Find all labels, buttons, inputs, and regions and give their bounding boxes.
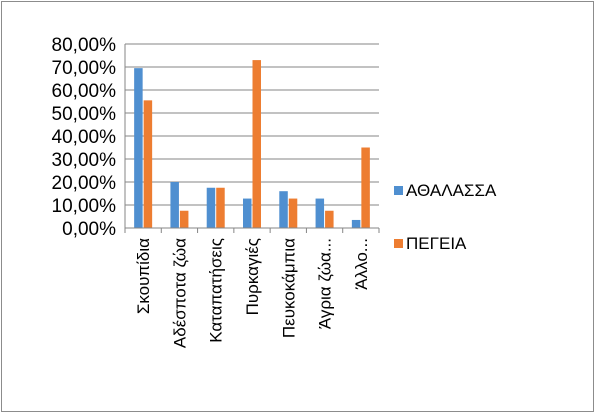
bar-pegeia [361, 147, 370, 228]
bar-athalassa [351, 219, 361, 228]
bar-pegeia [179, 210, 189, 228]
bar-pegeia [252, 60, 261, 228]
y-tick-label: 0,00% [62, 219, 116, 240]
y-tick-label: 30,00% [52, 150, 117, 171]
legend-swatch [394, 239, 403, 248]
legend: ΑΘΑΛΑΣΣΑ ΠΕΓΕΙΑ [394, 181, 497, 253]
x-category-label: Πευκοκάμπια [279, 238, 298, 338]
y-axis: 0,00%10,00%20,00%30,00%40,00%50,00%60,00… [52, 35, 126, 240]
bar-pegeia [143, 100, 153, 228]
x-category-label: Αδέσποτα ζώα [170, 238, 189, 348]
bar-athalassa [170, 182, 179, 228]
bar-athalassa [315, 198, 325, 228]
x-category-label: Καταπατήσεις [207, 238, 226, 343]
x-category-label: Πυρκαγιές [243, 238, 262, 315]
gridlines [125, 43, 379, 229]
bar-athalassa [243, 198, 252, 228]
y-tick-label: 80,00% [52, 35, 117, 56]
legend-label: ΠΕΓΕΙΑ [406, 234, 467, 253]
y-tick-label: 60,00% [52, 81, 117, 102]
x-category-label: Άγρια ζώα... [316, 238, 335, 329]
bar-pegeia [216, 187, 225, 228]
x-category-label: Σκουπίδια [134, 238, 153, 314]
x-axis: Σκουπίδια Αδέσποτα ζώα Καταπατήσεις Πυρκαγι… [124, 227, 380, 348]
bar-pegeia [288, 198, 298, 228]
y-tick-label: 50,00% [52, 104, 117, 125]
y-tick-label: 20,00% [52, 173, 117, 194]
bar-athalassa [279, 191, 288, 228]
bar-athalassa [134, 68, 143, 229]
legend-label: ΑΘΑΛΑΣΣΑ [406, 181, 497, 200]
bar-pegeia [325, 210, 334, 228]
y-tick-label: 40,00% [52, 127, 117, 148]
bar-athalassa [206, 187, 216, 228]
y-tick-label: 70,00% [52, 58, 117, 79]
legend-swatch [394, 186, 403, 195]
bars [134, 60, 370, 229]
x-category-label: Άλλο... [352, 238, 371, 290]
y-tick-label: 10,00% [52, 196, 117, 217]
